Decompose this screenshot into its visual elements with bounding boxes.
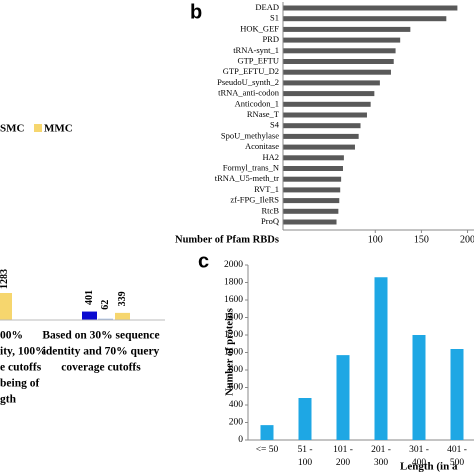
value-label: 401 [84, 290, 95, 305]
category-label: ProQ [261, 216, 279, 226]
category-label: GTP_EFTU [237, 55, 279, 65]
bar [283, 101, 371, 107]
category-label: RtcB [262, 205, 280, 215]
x-tick-label: 200 [460, 234, 474, 245]
category-label: RVT_1 [254, 184, 279, 194]
y-tick-label: 1000 [224, 348, 243, 358]
category-label: RNase_T [247, 109, 280, 119]
bar [283, 16, 447, 22]
bar [336, 355, 350, 440]
bar [374, 277, 388, 440]
bar [283, 91, 375, 97]
category-label: HOK_GEF [240, 23, 279, 33]
y-tick-label: 1400 [224, 313, 243, 323]
category-label: Formyl_trans_N [223, 162, 279, 172]
bar [115, 312, 130, 320]
category-label: Aconitase [245, 141, 279, 151]
y-tick-label: 2000 [224, 260, 243, 270]
x-tick-label: 100 [298, 458, 313, 468]
bar [283, 112, 367, 118]
category-label: tRNA_anti-codon [218, 88, 280, 98]
y-tick-label: 200 [229, 418, 244, 428]
y-tick-label: 1800 [224, 278, 243, 288]
x-tick-label: 201 - [371, 445, 391, 455]
bar [283, 80, 380, 86]
bar [283, 26, 411, 32]
category-label: tRNA-synt_1 [233, 45, 279, 55]
category-label: identity and 70% query [43, 346, 160, 358]
value-label: 339 [117, 291, 128, 306]
bar [82, 311, 97, 320]
y-tick-label: 0 [238, 435, 243, 445]
bar [283, 5, 458, 11]
category-label: Anticodon_1 [235, 98, 279, 108]
category-label: S1 [270, 13, 279, 23]
category-label: HA2 [262, 152, 279, 162]
bar [283, 37, 401, 43]
category-label: Based on 30% sequence [42, 330, 159, 342]
bar [450, 349, 464, 440]
y-tick-label: 1600 [224, 295, 243, 305]
x-tick-label: 101 - [333, 445, 353, 455]
x-tick-label: 150 [414, 234, 429, 245]
x-tick-label: 51 - [297, 445, 312, 455]
category-label: PRD [262, 34, 279, 44]
category-label: DEAD [255, 2, 279, 12]
y-axis-label: Number of proteins [224, 308, 235, 396]
x-tick-label: 300 [374, 458, 389, 468]
bar [98, 318, 113, 320]
category-label: GTP_EFTU_D2 [223, 66, 279, 76]
bar [412, 335, 426, 440]
category-label: PseudoU_synth_2 [217, 77, 279, 87]
bar [283, 48, 396, 54]
bar [283, 166, 343, 171]
bar [283, 176, 342, 182]
bar [260, 425, 274, 440]
bar [283, 59, 394, 64]
bar [283, 219, 337, 225]
category-label: 00% [0, 330, 23, 342]
x-tick-label: 401 - [447, 445, 467, 455]
category-label: SpoU_methylase [221, 130, 279, 140]
bar [283, 144, 355, 150]
bar [298, 398, 312, 440]
x-tick-label: 100 [368, 234, 383, 245]
bar [283, 187, 341, 193]
bar [283, 155, 344, 161]
category-label: e cutoffs [0, 362, 42, 374]
bar [283, 123, 361, 129]
panel-label: c [198, 250, 209, 272]
bar [283, 133, 359, 139]
y-tick-label: 1200 [224, 330, 243, 340]
legend-swatch [34, 124, 42, 132]
category-label: being of [0, 378, 39, 390]
x-tick-label: 200 [336, 458, 351, 468]
y-tick-label: 400 [229, 400, 244, 410]
x-axis-label: Length (in a [400, 461, 458, 473]
category-label: zf-FPG_IleRS [230, 195, 279, 205]
bar [283, 69, 391, 75]
value-label: 1283 [0, 269, 10, 289]
category-label: coverage cutoffs [61, 362, 141, 374]
category-label: S4 [270, 120, 280, 130]
category-label: tRNA_U5-meth_tr [215, 173, 279, 183]
value-label: 62 [100, 300, 111, 310]
y-tick-label: 800 [229, 365, 244, 375]
legend-label: SMC [0, 123, 25, 135]
x-tick-label: 301 - [409, 445, 429, 455]
bar [0, 293, 12, 320]
x-tick-label: 500 [450, 458, 465, 468]
legend-label: MMC [44, 123, 73, 135]
bar [283, 198, 340, 204]
panel-label: b [190, 1, 202, 23]
category-label: ity, 100% [0, 346, 47, 358]
category-label: gth [0, 394, 17, 406]
x-tick-label: 400 [412, 458, 427, 468]
bar [283, 208, 339, 214]
x-axis-label: Number of Pfam RBDs [175, 234, 279, 245]
y-tick-label: 600 [229, 383, 244, 393]
x-tick-label: <= 50 [256, 445, 279, 455]
